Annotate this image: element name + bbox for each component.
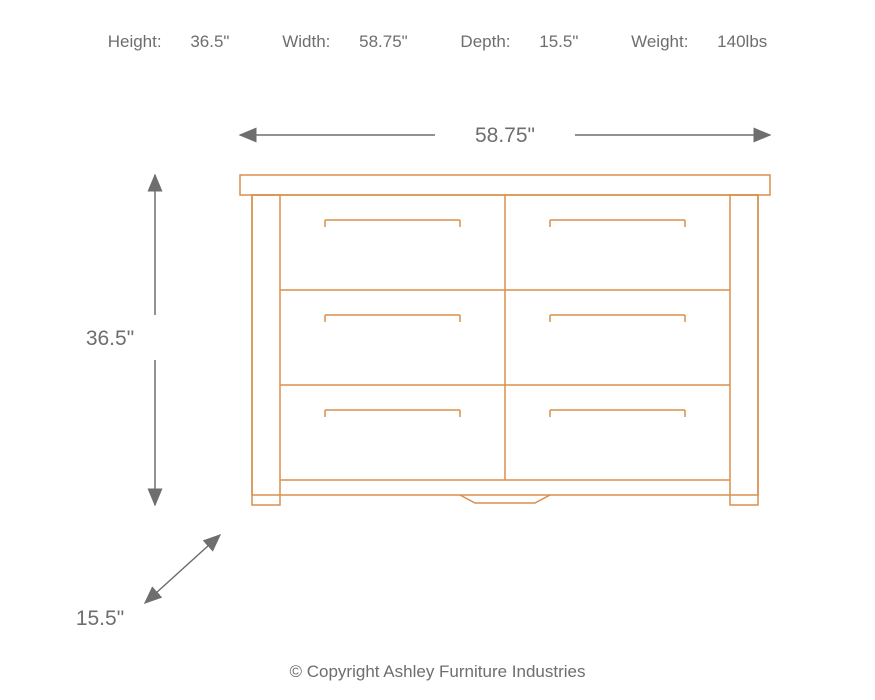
height-dimension: 36.5" [86,175,155,505]
depth-dimension: 15.5" [76,535,220,630]
spec-height: Height: 36.5" [96,32,242,51]
dimension-diagram: 58.75" [30,85,850,635]
spec-weight: Weight: 140lbs [619,32,779,51]
dresser-outline [240,175,770,505]
width-dimension: 58.75" [240,124,770,147]
height-value: 36.5" [86,327,134,350]
depth-value: 15.5" [76,607,124,630]
spec-depth: Depth: 15.5" [448,32,590,51]
copyright-text: © Copyright Ashley Furniture Industries [0,662,875,682]
width-value: 58.75" [475,124,535,147]
spec-width: Width: 58.75" [270,32,420,51]
spec-header: Height: 36.5" Width: 58.75" Depth: 15.5"… [0,32,875,52]
